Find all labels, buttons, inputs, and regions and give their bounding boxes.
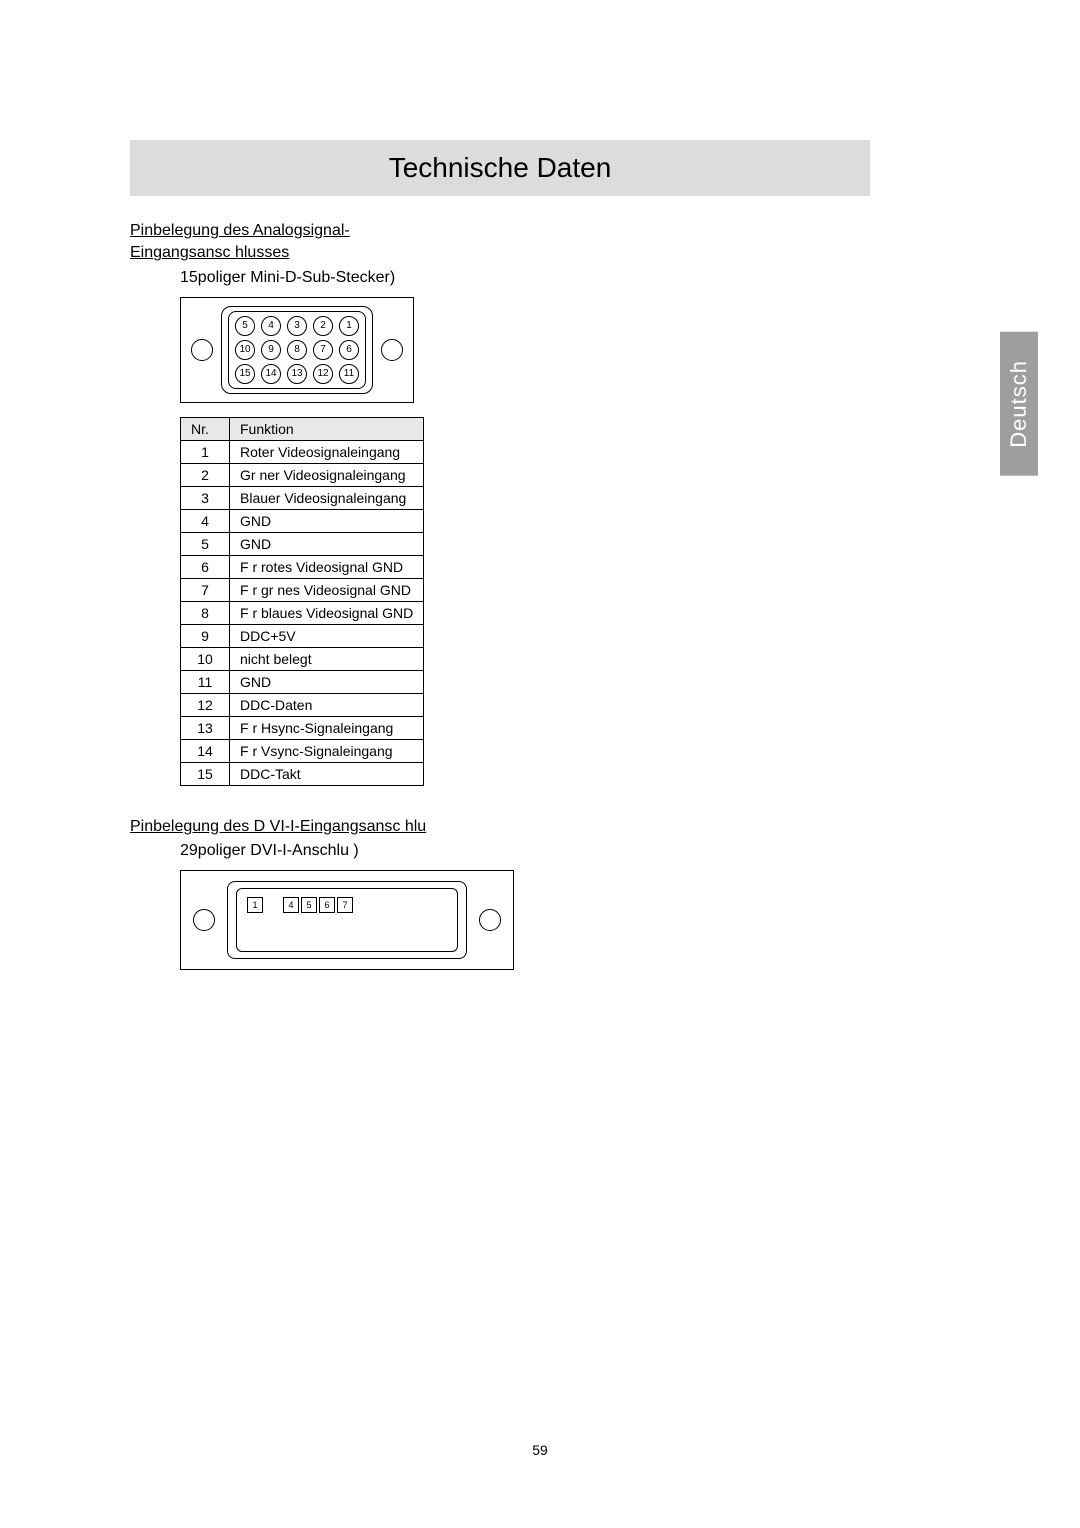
cell-nr: 1 — [181, 440, 230, 463]
page-number: 59 — [532, 1442, 548, 1458]
dvi-subhead: 29poliger DVI-I-Anschlu ) — [180, 842, 980, 860]
pin: 4 — [261, 316, 281, 336]
pin: 2 — [313, 316, 333, 336]
pin: 11 — [339, 364, 359, 384]
col-nr: Nr. — [181, 417, 230, 440]
page-title: Technische Daten — [130, 140, 870, 196]
cell-fn: DDC-Daten — [230, 693, 424, 716]
dvi-heading: Pinbelegung des D VI-I-Eingangsansc hlu — [130, 816, 980, 838]
pin: 7 — [313, 340, 333, 360]
table-row: 2Gr ner Videosignaleingang — [181, 463, 424, 486]
cell-nr: 7 — [181, 578, 230, 601]
cell-fn: GND — [230, 509, 424, 532]
screw-hole-icon — [191, 339, 213, 361]
language-tab: Deutsch — [1000, 332, 1038, 476]
cell-fn: F r gr nes Videosignal GND — [230, 578, 424, 601]
table-row: 13F r Hsync-Signaleingang — [181, 716, 424, 739]
cell-nr: 13 — [181, 716, 230, 739]
table-row: 7F r gr nes Videosignal GND — [181, 578, 424, 601]
screw-hole-icon — [193, 909, 215, 931]
analog-heading-line2: Eingangsansc hlusses — [130, 244, 289, 261]
cell-nr: 3 — [181, 486, 230, 509]
cell-nr: 2 — [181, 463, 230, 486]
table-row: 12DDC-Daten — [181, 693, 424, 716]
cell-nr: 5 — [181, 532, 230, 555]
table-row: 3Blauer Videosignaleingang — [181, 486, 424, 509]
cell-nr: 14 — [181, 739, 230, 762]
table-row: 6F r rotes Videosignal GND — [181, 555, 424, 578]
dvi-pin: 7 — [337, 897, 353, 913]
analog-heading: Pinbelegung des Analogsignal- Eingangsan… — [130, 220, 980, 265]
pin: 6 — [339, 340, 359, 360]
cell-fn: Roter Videosignaleingang — [230, 440, 424, 463]
table-row: 9DDC+5V — [181, 624, 424, 647]
pin: 15 — [235, 364, 255, 384]
pin: 3 — [287, 316, 307, 336]
cell-nr: 4 — [181, 509, 230, 532]
dsub-connector-diagram: 5 4 3 2 1 10 9 8 7 6 15 — [180, 297, 980, 403]
cell-fn: F r rotes Videosignal GND — [230, 555, 424, 578]
pin-row-3: 15 14 13 12 11 — [235, 364, 359, 384]
pin: 9 — [261, 340, 281, 360]
cell-fn: DDC+5V — [230, 624, 424, 647]
screw-hole-icon — [479, 909, 501, 931]
table-row: 11GND — [181, 670, 424, 693]
pin: 5 — [235, 316, 255, 336]
cell-fn: nicht belegt — [230, 647, 424, 670]
dvi-right-pins: 4 5 6 7 — [283, 897, 353, 913]
analog-pin-table: Nr. Funktion 1Roter Videosignaleingang2G… — [180, 417, 424, 786]
pin-row-2: 10 9 8 7 6 — [235, 340, 359, 360]
pin: 10 — [235, 340, 255, 360]
cell-nr: 8 — [181, 601, 230, 624]
dvi-left-pins: 1 — [247, 897, 263, 913]
pin: 8 — [287, 340, 307, 360]
dvi-connector-diagram: 1 4 5 6 7 — [180, 870, 514, 970]
cell-fn: DDC-Takt — [230, 762, 424, 785]
cell-fn: F r blaues Videosignal GND — [230, 601, 424, 624]
analog-heading-line1: Pinbelegung des Analogsignal- — [130, 222, 350, 239]
pin-row-1: 5 4 3 2 1 — [235, 316, 359, 336]
dvi-pin: 1 — [247, 897, 263, 913]
table-row: 15DDC-Takt — [181, 762, 424, 785]
cell-nr: 6 — [181, 555, 230, 578]
cell-nr: 11 — [181, 670, 230, 693]
col-fn: Funktion — [230, 417, 424, 440]
cell-fn: Blauer Videosignaleingang — [230, 486, 424, 509]
pin: 14 — [261, 364, 281, 384]
cell-nr: 15 — [181, 762, 230, 785]
cell-fn: Gr ner Videosignaleingang — [230, 463, 424, 486]
table-row: 10nicht belegt — [181, 647, 424, 670]
analog-subhead: 15poliger Mini-D-Sub-Stecker) — [180, 269, 980, 287]
pin: 12 — [313, 364, 333, 384]
table-row: 14F r Vsync-Signaleingang — [181, 739, 424, 762]
dvi-pin: 5 — [301, 897, 317, 913]
cell-nr: 12 — [181, 693, 230, 716]
page: Technische Daten Deutsch Pinbelegung des… — [0, 0, 1080, 1528]
pin: 13 — [287, 364, 307, 384]
table-row: 4GND — [181, 509, 424, 532]
cell-nr: 9 — [181, 624, 230, 647]
table-row: 8F r blaues Videosignal GND — [181, 601, 424, 624]
cell-fn: GND — [230, 532, 424, 555]
cell-nr: 10 — [181, 647, 230, 670]
cell-fn: GND — [230, 670, 424, 693]
dvi-pin: 6 — [319, 897, 335, 913]
dvi-pin: 4 — [283, 897, 299, 913]
cell-fn: F r Hsync-Signaleingang — [230, 716, 424, 739]
pin: 1 — [339, 316, 359, 336]
screw-hole-icon — [381, 339, 403, 361]
cell-fn: F r Vsync-Signaleingang — [230, 739, 424, 762]
table-row: 1Roter Videosignaleingang — [181, 440, 424, 463]
table-row: 5GND — [181, 532, 424, 555]
